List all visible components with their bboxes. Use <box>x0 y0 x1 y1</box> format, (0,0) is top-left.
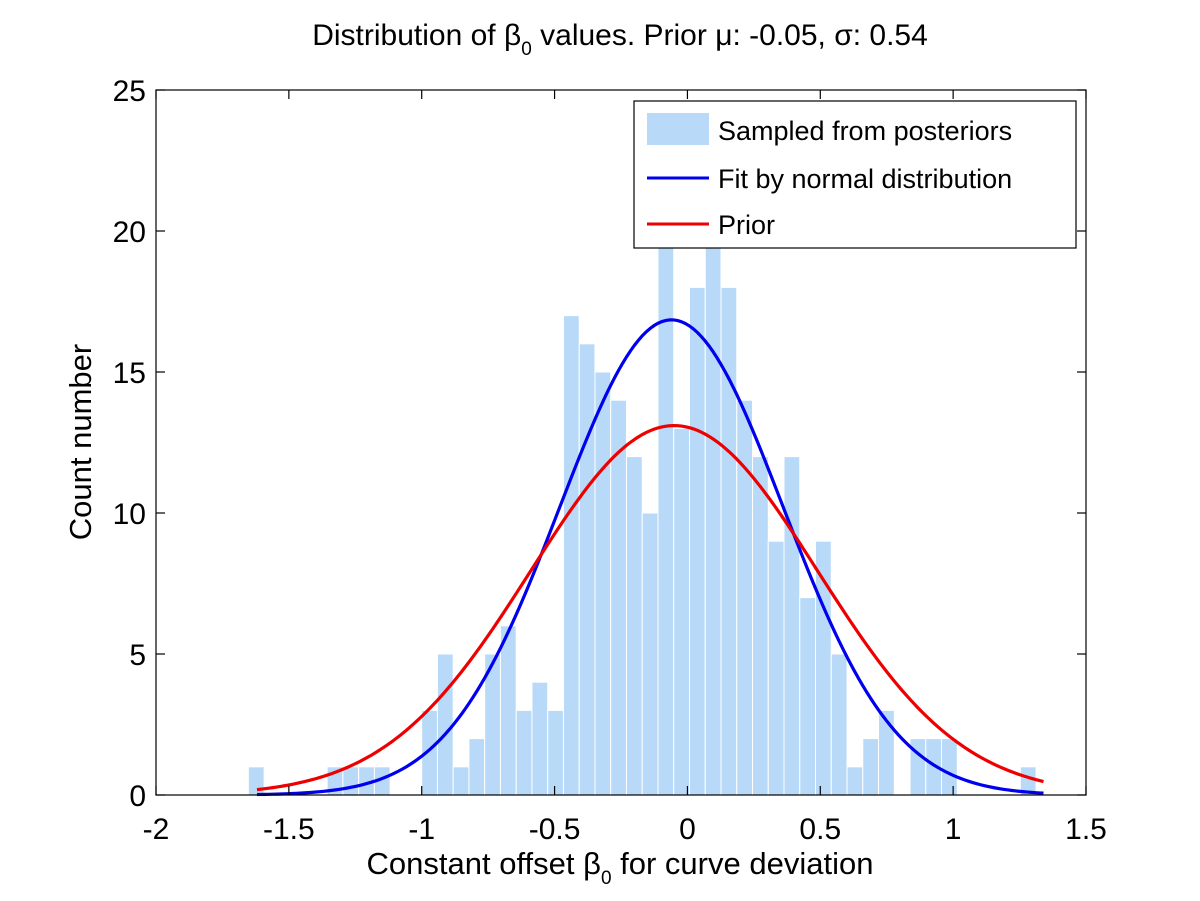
title-suffix: values. Prior <box>532 19 715 52</box>
y-tick-label: 10 <box>113 498 146 531</box>
histogram-bar <box>846 766 864 796</box>
y-axis-title: Count number <box>63 344 98 540</box>
xlabel-suffix: for curve deviation <box>612 846 874 881</box>
y-tick-label: 20 <box>113 216 146 249</box>
histogram-bar <box>468 738 486 796</box>
histogram-bar <box>641 512 659 796</box>
title-beta: β <box>504 19 521 52</box>
xlabel-prefix: Constant offset <box>367 846 584 881</box>
histogram-bar <box>625 456 643 796</box>
y-tick-label: 0 <box>129 780 146 813</box>
series-line-prior <box>256 423 1044 792</box>
series-line-fit-by-normal-distribution <box>256 318 1044 797</box>
y-tick-label: 5 <box>129 639 146 672</box>
histogram-bar <box>578 343 596 796</box>
plot-frame <box>155 89 1087 796</box>
x-tick-label: 1 <box>945 813 962 846</box>
histogram-bar <box>941 738 958 796</box>
x-axis-title: Constant offset β0 for curve deviation <box>367 846 874 889</box>
histogram-bar <box>342 766 360 796</box>
y-tick-label: 25 <box>113 75 146 108</box>
histogram-bar <box>673 427 690 796</box>
histogram-bar <box>436 653 454 796</box>
histogram-bar <box>531 681 549 796</box>
histogram-bar <box>562 315 580 796</box>
xlabel-beta: β <box>583 846 601 881</box>
xlabel-beta-sub: 0 <box>601 868 612 889</box>
histogram-bar <box>862 738 880 796</box>
legend-patch-sampled <box>647 113 709 145</box>
title-beta-sub: 0 <box>521 39 532 60</box>
histogram-bar <box>704 230 722 796</box>
x-tick-label: -1.5 <box>263 813 315 846</box>
histogram-bar <box>830 653 848 796</box>
title-mu-text: : -0.05, <box>733 19 835 52</box>
histogram-bar <box>499 625 517 796</box>
legend-label-fit: Fit by normal distribution <box>718 164 1012 194</box>
y-tick-label: 15 <box>113 357 146 390</box>
histogram-bar <box>594 371 612 796</box>
histogram-bar <box>720 286 738 796</box>
chart-title: Distribution of β0 values. Prior μ: -0.0… <box>312 19 928 60</box>
histogram-bar <box>799 597 817 796</box>
title-mu: μ <box>715 19 732 52</box>
histogram-bar <box>752 456 769 796</box>
title-prefix: Distribution of <box>312 19 504 52</box>
series-curves <box>256 318 1044 797</box>
x-tick-label: -1 <box>408 813 435 846</box>
title-sigma-text: : 0.54 <box>853 19 928 52</box>
x-tick-label: -2 <box>143 813 170 846</box>
x-tick-label: 0 <box>679 813 696 846</box>
histogram-bar <box>452 766 470 796</box>
histogram-bar <box>657 230 675 796</box>
histogram-bar <box>247 766 265 796</box>
legend-label-prior: Prior <box>718 210 775 240</box>
histogram-bar <box>547 709 564 796</box>
legend-label-sampled: Sampled from posteriors <box>718 116 1012 146</box>
histogram-bar <box>783 456 801 796</box>
legend: Sampled from posteriors Fit by normal di… <box>633 100 1077 249</box>
histogram-bar <box>688 286 706 796</box>
x-tick-label: -0.5 <box>529 813 581 846</box>
x-tick-label: 0.5 <box>799 813 841 846</box>
histogram-bar <box>515 709 533 796</box>
histogram-bars <box>247 230 1037 796</box>
title-sigma: σ <box>834 19 853 52</box>
axis-ticks: -2 -1.5 -1 -0.5 0 0.5 1 1.5 0 5 10 15 20 25 <box>113 75 1107 846</box>
histogram-bar <box>767 540 785 796</box>
x-tick-label: 1.5 <box>1065 813 1107 846</box>
